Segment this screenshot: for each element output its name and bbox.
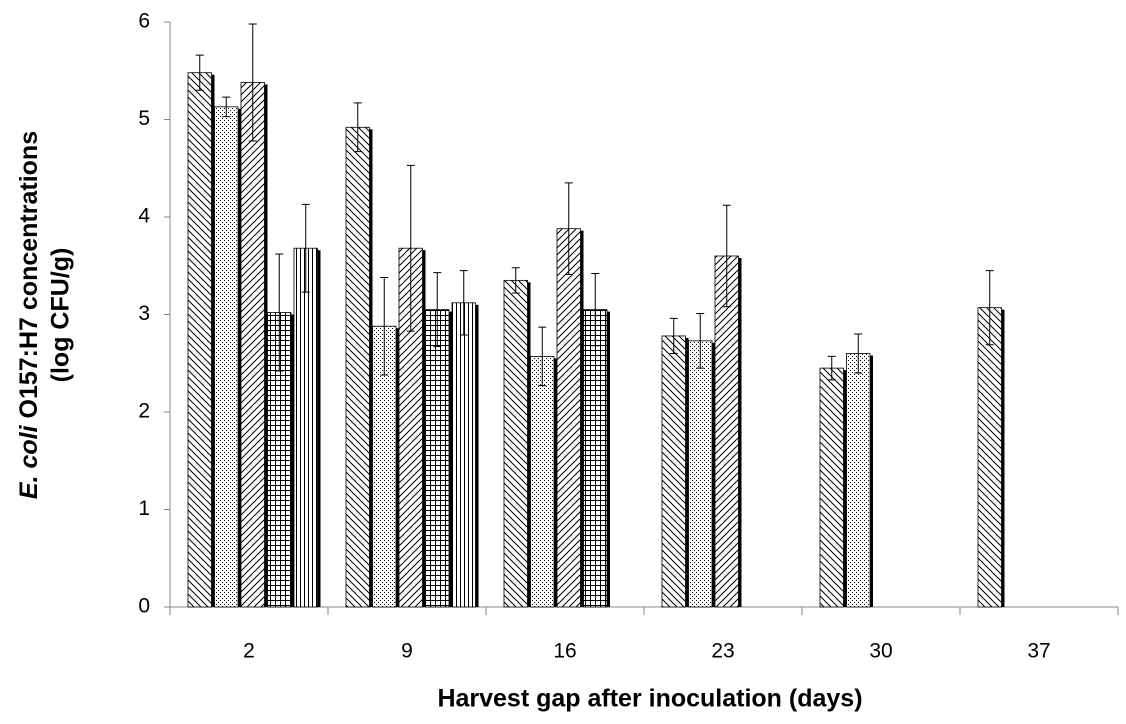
error-bar xyxy=(854,333,863,374)
bar xyxy=(345,126,370,608)
bar-shadow xyxy=(238,108,241,607)
bar-shadow xyxy=(843,370,847,607)
bar xyxy=(293,247,318,608)
error-bar xyxy=(564,182,573,276)
bar-shadow xyxy=(1001,309,1005,607)
error-bar xyxy=(380,276,389,376)
x-axis-title: Harvest gap after inoculation (days) xyxy=(437,685,862,713)
bar-shadow xyxy=(738,258,742,607)
bar-shadow xyxy=(369,129,373,608)
error-bar xyxy=(696,313,705,369)
bar-shadow xyxy=(449,311,452,607)
bar xyxy=(556,228,581,608)
bar xyxy=(846,353,871,608)
bar-shadow xyxy=(317,250,321,607)
bar-shadow xyxy=(607,311,610,607)
y-axis-title-unit: (log CFU/g) xyxy=(47,248,75,383)
error-bar xyxy=(433,272,442,348)
bar xyxy=(530,356,555,608)
x-tick-label: 2 xyxy=(243,640,255,663)
bar xyxy=(714,255,739,608)
y-tick-label: 3 xyxy=(138,302,150,325)
error-bar xyxy=(985,270,994,346)
y-tick-label: 1 xyxy=(138,497,150,520)
error-bar xyxy=(511,267,520,294)
bar-shadow xyxy=(712,342,715,607)
error-bar xyxy=(827,355,836,381)
bar xyxy=(425,309,450,608)
error-bar xyxy=(353,102,362,153)
x-tick-label: 37 xyxy=(1027,640,1050,663)
error-bar xyxy=(538,326,547,387)
y-tick-label: 5 xyxy=(138,107,150,130)
error-bar xyxy=(275,253,284,372)
bar-shadow xyxy=(211,74,215,607)
bar-shadow xyxy=(527,282,531,607)
bar xyxy=(661,335,686,608)
error-bar xyxy=(195,54,204,91)
bar-shadow xyxy=(870,355,873,607)
bar xyxy=(503,279,528,608)
error-bar xyxy=(722,204,731,308)
bar xyxy=(688,340,713,608)
error-bar xyxy=(301,203,310,293)
y-tick-label: 2 xyxy=(138,400,150,423)
y-axis-title-rest: O157:H7 concentrations xyxy=(15,131,43,426)
y-tick-label: 4 xyxy=(138,205,150,228)
y-tick-label: 6 xyxy=(138,10,150,33)
error-bar xyxy=(669,317,678,354)
bar-shadow xyxy=(580,230,584,607)
bar-shadow xyxy=(475,304,479,607)
bar-shadow xyxy=(554,358,557,607)
x-tick-label: 16 xyxy=(553,640,576,663)
bar-shadow xyxy=(422,250,426,607)
error-bar xyxy=(459,270,468,336)
bar xyxy=(819,367,844,608)
bar-shadow xyxy=(264,84,268,607)
bar xyxy=(451,302,476,608)
bar xyxy=(187,72,212,608)
x-tick-label: 30 xyxy=(869,640,892,663)
bar xyxy=(240,82,265,608)
error-bar xyxy=(248,23,257,142)
error-bar xyxy=(591,273,600,347)
bar-shadow xyxy=(396,328,399,607)
y-tick-label: 0 xyxy=(138,595,150,618)
bar-shadow xyxy=(291,314,294,607)
error-bar xyxy=(406,164,415,332)
bar-shadow xyxy=(685,337,689,607)
x-tick-label: 9 xyxy=(401,640,413,663)
bar xyxy=(977,307,1002,608)
bar xyxy=(583,309,608,608)
error-bar xyxy=(222,96,231,118)
x-tick-label: 23 xyxy=(711,640,734,663)
y-axis-title-italic: E. coli xyxy=(15,424,43,499)
y-axis-title: E. coli O157:H7 concentrations xyxy=(15,131,43,499)
bar xyxy=(214,106,239,608)
